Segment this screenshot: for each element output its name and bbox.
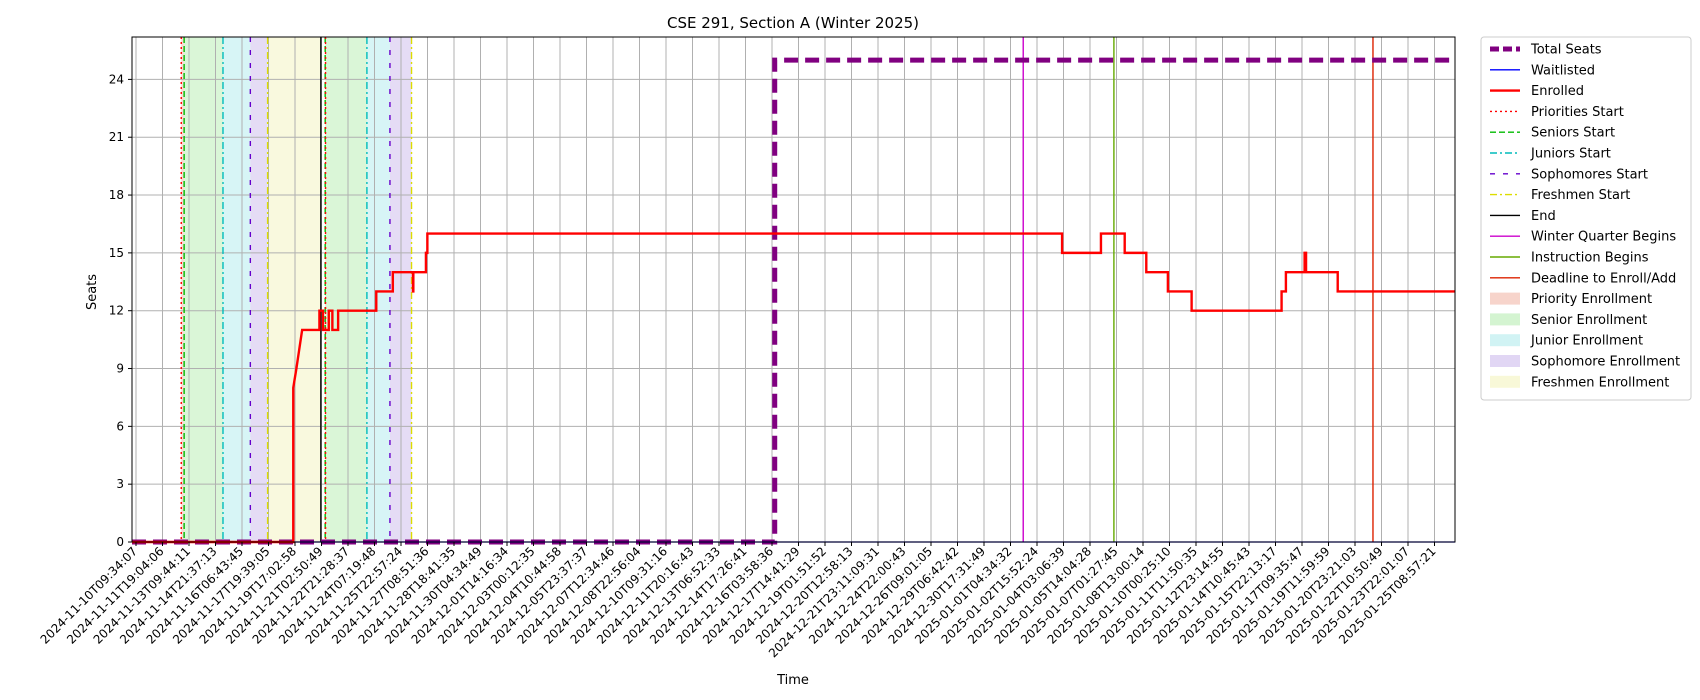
- shaded-region: [184, 37, 223, 542]
- legend-swatch: [1490, 292, 1520, 305]
- legend-label: Priorities Start: [1531, 105, 1624, 120]
- y-tick-label: 0: [116, 535, 124, 549]
- y-tick-label: 24: [109, 72, 124, 86]
- legend-swatch: [1490, 375, 1520, 388]
- legend-label: Freshmen Enrollment: [1531, 375, 1669, 390]
- legend-label: Deadline to Enroll/Add: [1531, 271, 1676, 286]
- legend-label: Total Seats: [1530, 43, 1602, 58]
- legend-swatch: [1490, 334, 1520, 347]
- series-line: [132, 232, 1455, 544]
- y-tick-label: 9: [116, 362, 124, 376]
- y-tick-label: 15: [109, 246, 124, 260]
- x-axis-title: Time: [776, 673, 809, 688]
- shaded-region: [325, 37, 367, 542]
- shaded-region: [366, 37, 390, 542]
- legend-label: Seniors Start: [1531, 126, 1615, 141]
- legend-label: Sophomores Start: [1531, 167, 1648, 182]
- legend-label: Freshmen Start: [1531, 188, 1630, 203]
- legend-label: Senior Enrollment: [1531, 313, 1647, 328]
- legend-label: Juniors Start: [1530, 147, 1611, 162]
- legend-label: Winter Quarter Begins: [1531, 230, 1676, 245]
- chart-title: CSE 291, Section A (Winter 2025): [667, 14, 919, 32]
- legend-box: [1480, 36, 1692, 401]
- y-tick-label: 12: [109, 304, 124, 318]
- legend-swatch: [1490, 355, 1520, 367]
- legend-label: Enrolled: [1531, 84, 1584, 99]
- event-lines: [180, 37, 1374, 542]
- legend-label: Priority Enrollment: [1531, 292, 1652, 307]
- legend-swatch: [1490, 313, 1520, 326]
- legend-label: Instruction Begins: [1531, 251, 1649, 266]
- y-tick-label: 3: [116, 477, 124, 491]
- shaded-region: [250, 37, 268, 542]
- legend-label: Junior Enrollment: [1530, 334, 1643, 349]
- shaded-region: [181, 37, 185, 542]
- chart-legend: Total Seats Waitlisted Enrolled Priorities …: [1480, 36, 1692, 401]
- plot-frame: [131, 36, 1456, 543]
- legend-label: Sophomore Enrollment: [1531, 355, 1680, 370]
- y-tick-label: 6: [116, 419, 124, 433]
- legend-label: End: [1531, 209, 1556, 224]
- y-axis-title: Seats: [85, 274, 100, 310]
- y-tick-label: 18: [109, 188, 124, 202]
- y-tick-label: 21: [109, 130, 124, 144]
- legend-label: Waitlisted: [1531, 63, 1595, 78]
- shaded-region: [222, 37, 251, 542]
